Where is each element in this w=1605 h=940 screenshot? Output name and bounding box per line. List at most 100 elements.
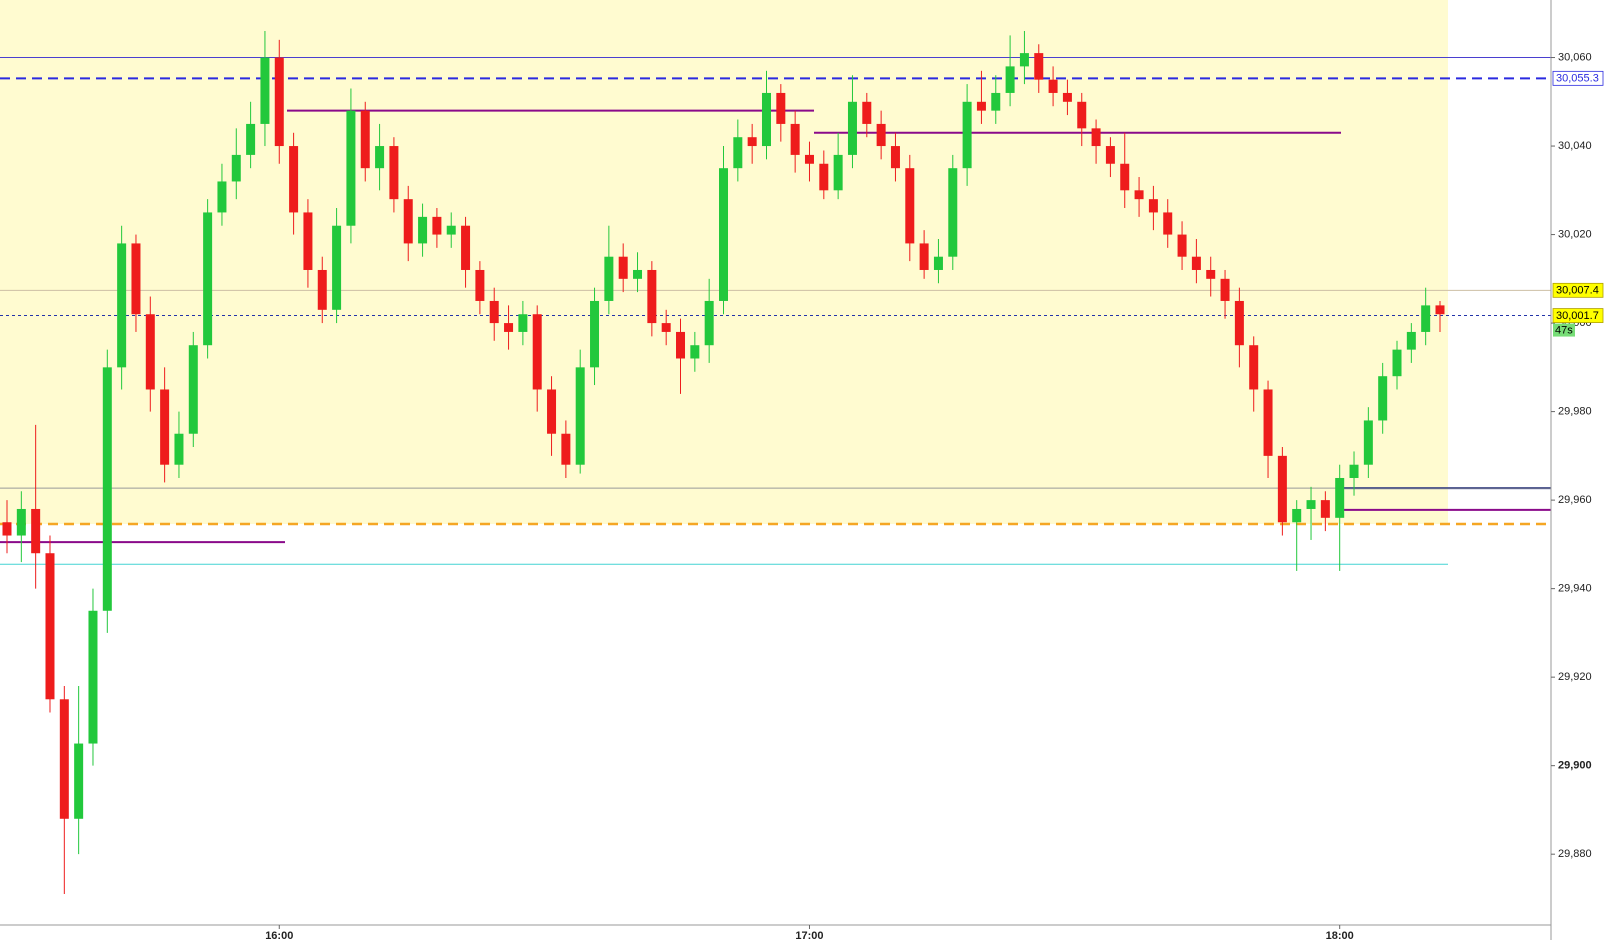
candle-body: [1091, 128, 1101, 147]
candle-body: [719, 168, 728, 301]
candle-body: [1134, 190, 1144, 200]
candle-body: [618, 256, 628, 279]
candle-body: [604, 256, 614, 301]
axis-panel: [1552, 0, 1605, 940]
candle-body: [1435, 305, 1445, 315]
candle-body: [1163, 212, 1173, 235]
candle-body: [933, 256, 943, 270]
price-tag-label: 30,001.7: [1556, 310, 1599, 322]
candle-body: [991, 92, 1001, 111]
candle-body: [375, 146, 385, 169]
candle-body: [1335, 477, 1345, 518]
y-tick-label: 29,900: [1558, 760, 1592, 772]
candle-body: [188, 345, 198, 434]
candle-body: [905, 168, 915, 244]
candle-body: [31, 508, 41, 554]
candle-body: [747, 137, 757, 147]
candle-body: [1019, 53, 1029, 67]
y-tick-label: 29,940: [1558, 583, 1592, 595]
candle-body: [88, 610, 98, 744]
candle-body: [1392, 349, 1402, 377]
candle-body: [317, 269, 327, 310]
candle-body: [819, 163, 829, 191]
candle-body: [1306, 500, 1316, 509]
candle-body: [1062, 92, 1072, 102]
candle-body: [203, 212, 213, 346]
candle-body: [1077, 101, 1087, 129]
candle-body: [890, 146, 900, 169]
candle-body: [1034, 53, 1044, 80]
candle-body: [246, 123, 256, 155]
candle-body: [217, 181, 227, 213]
candle-body: [518, 314, 528, 332]
candle-body: [74, 743, 84, 819]
candle-body: [174, 433, 184, 465]
candle-body: [117, 243, 127, 368]
candle-body: [776, 92, 786, 124]
candle-body: [2, 522, 12, 536]
price-tag: [1552, 70, 1604, 86]
candle-body: [1363, 420, 1373, 465]
price-tag: [1552, 308, 1604, 323]
y-tick-label: 30,060: [1558, 51, 1592, 63]
candle-body: [1320, 500, 1330, 518]
candle-body: [446, 225, 456, 235]
x-tick-label: 18:00: [1326, 930, 1354, 940]
candle-body: [303, 212, 313, 270]
candle-body: [1421, 305, 1431, 332]
candle-body: [59, 699, 69, 819]
candle-body: [575, 367, 585, 465]
y-tick-label: 29,920: [1558, 671, 1592, 683]
candle-body: [633, 269, 643, 279]
candle-body: [145, 314, 155, 390]
candle-body: [661, 323, 671, 332]
candle-body: [690, 345, 700, 359]
candle-body: [102, 367, 112, 611]
y-tick-label: 29,960: [1558, 494, 1592, 506]
candle-body: [962, 101, 972, 169]
candle-body: [790, 123, 800, 155]
price-tag-label: 30,007.4: [1556, 285, 1599, 297]
candle-body: [1148, 199, 1158, 213]
candle-body: [1292, 508, 1302, 523]
candle-body: [976, 101, 986, 111]
candle-body: [45, 553, 55, 700]
candle-body: [761, 92, 771, 147]
countdown: 47s: [1555, 324, 1573, 336]
candle-body: [833, 154, 843, 191]
candle-body: [590, 300, 600, 368]
candle-body: [332, 225, 342, 310]
candle-body: [561, 433, 571, 465]
candle-body: [804, 154, 814, 164]
candle-body: [547, 389, 557, 434]
candle-body: [733, 137, 743, 169]
x-tick-label: 16:00: [265, 930, 293, 940]
candle-body: [231, 154, 241, 182]
candle-body: [1048, 79, 1058, 93]
candle-body: [1277, 455, 1287, 523]
candle-body: [1177, 234, 1187, 257]
candle-body: [403, 199, 413, 244]
candle-body: [1120, 163, 1130, 191]
candle-body: [1249, 345, 1259, 390]
candle-body: [389, 146, 399, 200]
candle-body: [418, 216, 428, 244]
candle-body: [1234, 300, 1244, 346]
y-tick-label: 30,040: [1558, 140, 1592, 152]
price-tag: [1552, 282, 1604, 298]
candle-body: [676, 331, 686, 359]
candle-body: [1220, 278, 1230, 301]
candle-body: [919, 243, 929, 270]
candle-body: [346, 110, 356, 226]
candle-body: [1105, 146, 1115, 164]
candle-body: [360, 110, 370, 169]
candle-body: [475, 269, 485, 301]
candle-body: [1378, 376, 1388, 421]
candle-body: [131, 243, 141, 315]
x-tick-label: 17:00: [795, 930, 823, 940]
y-tick-label: 29,980: [1558, 406, 1592, 418]
candle-body: [1349, 464, 1359, 478]
candle-body: [862, 101, 872, 124]
candle-body: [1263, 389, 1273, 456]
candle-body: [1005, 66, 1015, 93]
